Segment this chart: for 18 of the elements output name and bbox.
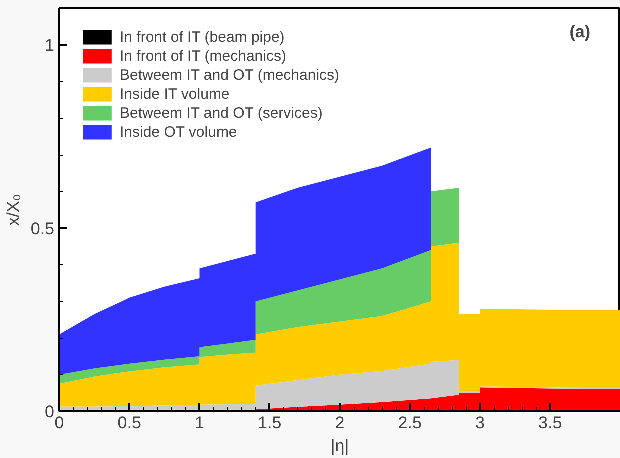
legend-label: Inside IT volume	[120, 85, 230, 103]
x-tick-label: 1.5	[258, 414, 282, 432]
x-tick-label: 0.5	[118, 414, 142, 432]
x-tick-label: 3.5	[538, 414, 562, 432]
legend-label: In front of IT (beam pipe)	[120, 28, 285, 46]
x-tick-label: 2	[335, 414, 345, 432]
y-axis-title: x/X₀	[4, 194, 23, 226]
legend-label: Betweem IT and OT (services)	[120, 104, 323, 122]
y-tick-label: 0.5	[30, 219, 55, 238]
x-tick-label: 1	[195, 414, 204, 432]
annotation: (a)	[570, 22, 591, 42]
x-tick-label: 2.5	[398, 414, 422, 432]
legend-label: Betweem IT and OT (mechanics)	[120, 66, 340, 84]
y-tick-label: 1	[45, 36, 55, 56]
x-axis-title: |η|	[330, 436, 350, 456]
legend-label: In front of IT (mechanics)	[120, 47, 286, 65]
legend-label: Inside OT volume	[120, 123, 238, 141]
x-tick-label: 3	[476, 414, 485, 432]
